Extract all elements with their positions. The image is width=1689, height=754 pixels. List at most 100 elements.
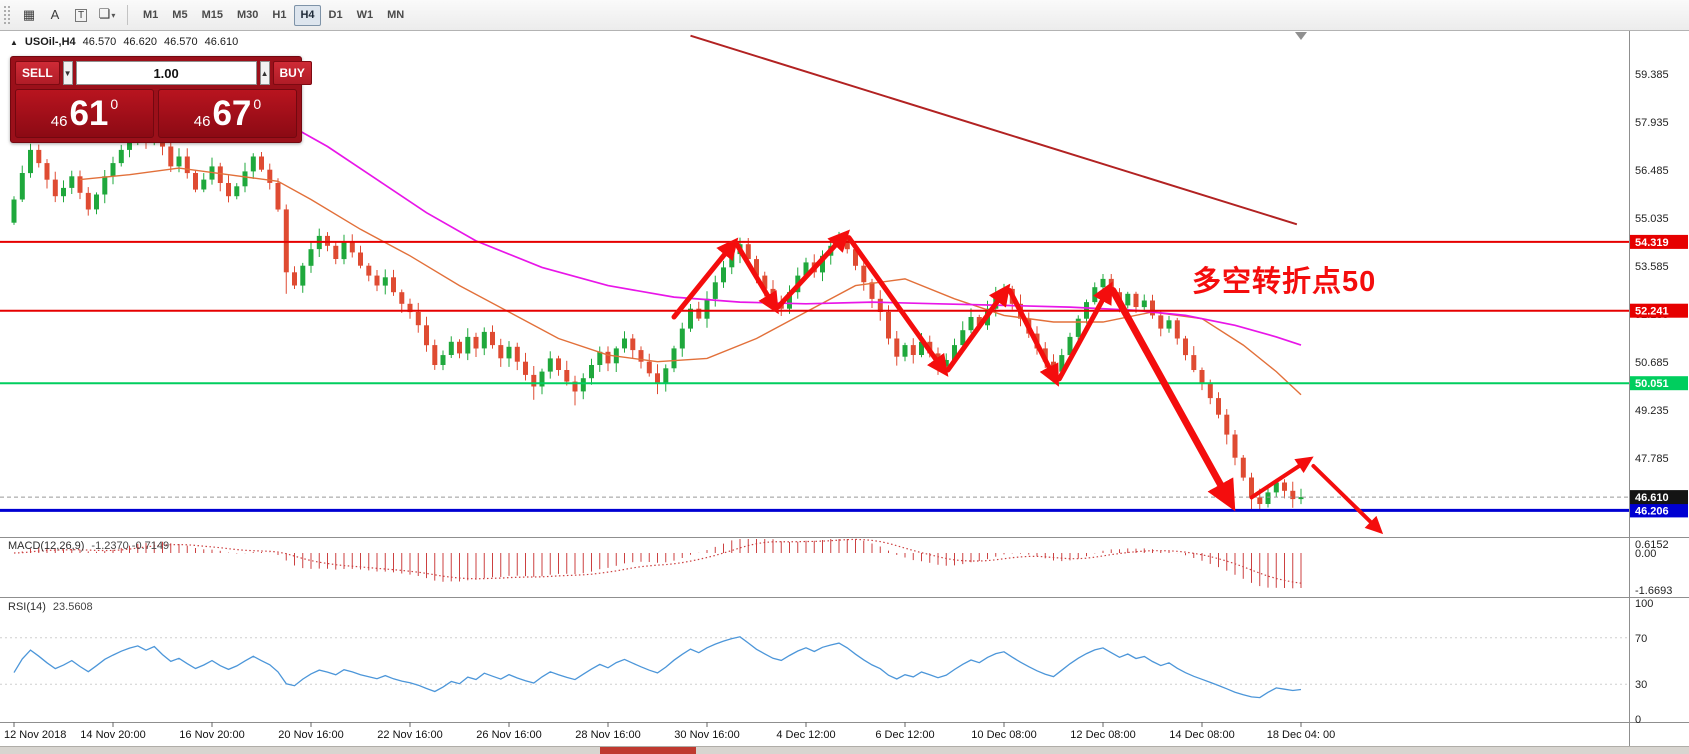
oct-toggle-icon[interactable]: ▲ (10, 37, 18, 47)
ask-price-prefix: 46 (193, 113, 211, 130)
symbol-title: USOil-,H4 (24, 36, 76, 48)
ask-price-superscript: 0 (253, 96, 262, 112)
ohlc-open: 46.570 (82, 36, 117, 48)
ohlc-low: 46.570 (163, 36, 198, 48)
bottom-strip (0, 746, 1689, 754)
rsi-indicator-pane (0, 636, 1629, 699)
price-axis[interactable]: 59.38557.93556.48555.03553.58552.13550.6… (1630, 69, 1688, 726)
svg-text:12 Nov 2018: 12 Nov 2018 (4, 729, 66, 741)
bid-price-superscript: 0 (110, 96, 119, 112)
svg-text:52.241: 52.241 (1635, 306, 1669, 318)
one-click-trading-panel: SELL ▼ ▲ BUY 46 61 0 46 67 0 (10, 56, 312, 143)
svg-text:47.785: 47.785 (1635, 453, 1669, 465)
timeframe-button-m15[interactable]: M15 (196, 5, 229, 26)
svg-text:50.051: 50.051 (1635, 378, 1669, 390)
chevron-down-icon: ▾ (111, 11, 116, 20)
svg-text:14 Nov 20:00: 14 Nov 20:00 (80, 729, 145, 741)
sell-button[interactable]: SELL (15, 61, 60, 85)
svg-text:16 Nov 20:00: 16 Nov 20:00 (179, 729, 244, 741)
svg-text:54.319: 54.319 (1635, 237, 1669, 249)
volume-dropdown-button[interactable]: ▼ (62, 61, 73, 85)
svg-text:100: 100 (1635, 598, 1653, 610)
svg-text:6 Dec 12:00: 6 Dec 12:00 (875, 729, 934, 741)
chart-shift-marker-icon[interactable] (1295, 32, 1307, 40)
symbol-info-bar: ▲ USOil-,H4 46.570 46.620 46.570 46.610 (10, 36, 238, 48)
svg-text:18 Dec 04: 00: 18 Dec 04: 00 (1267, 729, 1336, 741)
svg-text:-1.6693: -1.6693 (1635, 585, 1672, 597)
svg-text:14 Dec 08:00: 14 Dec 08:00 (1169, 729, 1234, 741)
pattern-tool-button[interactable]: ▦ (17, 3, 41, 27)
svg-text:0: 0 (1635, 714, 1641, 726)
ohlc-close: 46.610 (204, 36, 239, 48)
ohlc-high: 46.620 (123, 36, 157, 48)
toolbar-separator (127, 5, 128, 25)
rsi-indicator-value: 23.5608 (52, 601, 93, 613)
objects-dropdown-button[interactable]: ❏▾ (95, 3, 119, 27)
timeframe-button-h1[interactable]: H1 (266, 5, 292, 26)
time-axis[interactable]: 12 Nov 2018 14 Nov 20:00 16 Nov 20:00 20 No… (4, 722, 1335, 741)
letter-a-icon: A (50, 7, 60, 22)
volume-input[interactable] (75, 61, 257, 85)
svg-text:12 Dec 08:00: 12 Dec 08:00 (1070, 729, 1135, 741)
svg-text:20 Nov 16:00: 20 Nov 16:00 (278, 729, 343, 741)
timeframe-button-m30[interactable]: M30 (231, 5, 264, 26)
timeframe-button-mn[interactable]: MN (381, 5, 410, 26)
grid-pattern-icon: ▦ (22, 7, 36, 22)
svg-text:55.035: 55.035 (1635, 213, 1669, 225)
svg-text:28 Nov 16:00: 28 Nov 16:00 (575, 729, 640, 741)
candles-layer (11, 117, 1304, 511)
bid-price-big-digits: 61 (69, 94, 109, 133)
text-tool-button[interactable]: T (69, 3, 93, 27)
arrow-tool-button[interactable]: A (43, 3, 67, 27)
svg-text:46.610: 46.610 (1635, 492, 1669, 504)
fast-ma-line (79, 167, 1302, 396)
svg-text:30 Nov 16:00: 30 Nov 16:00 (674, 729, 739, 741)
bottom-red-segment (600, 747, 696, 754)
timeframe-button-h4[interactable]: H4 (294, 4, 321, 26)
chart-annotation-text[interactable]: 多空转折点50 (1192, 266, 1377, 298)
svg-text:53.585: 53.585 (1635, 261, 1669, 273)
svg-text:59.385: 59.385 (1635, 69, 1669, 81)
timeframe-button-group: M1 M5 M15 M30 H1 H4 D1 W1 MN (136, 4, 411, 26)
pane-separators[interactable] (0, 31, 1689, 746)
trend-arrows-layer[interactable] (671, 229, 1384, 535)
bid-price-panel[interactable]: 46 61 0 (15, 89, 154, 138)
svg-text:0.00: 0.00 (1635, 548, 1656, 560)
timeframe-button-w1[interactable]: W1 (351, 5, 380, 26)
ask-price-big-digits: 67 (212, 94, 252, 133)
svg-text:30: 30 (1635, 679, 1647, 691)
svg-text:10 Dec 08:00: 10 Dec 08:00 (971, 729, 1036, 741)
macd-indicator-pane (13, 538, 1302, 589)
svg-text:0.6152: 0.6152 (1635, 539, 1669, 551)
svg-text:56.485: 56.485 (1635, 165, 1669, 177)
text-label-icon: T (74, 9, 88, 22)
moving-averages-layer (79, 122, 1302, 396)
buy-button[interactable]: BUY (272, 61, 312, 85)
rsi-indicator-name: RSI(14) (8, 601, 46, 613)
timeframe-button-m1[interactable]: M1 (137, 5, 164, 26)
layers-icon: ❏ (98, 6, 111, 21)
macd-indicator-values: -1.2370 -0.7149 (91, 540, 170, 552)
ask-price-panel[interactable]: 46 67 0 (158, 89, 297, 138)
toolbar-grip[interactable] (3, 5, 10, 25)
macd-indicator-name: MACD(12,26,9) (8, 540, 85, 552)
horizontal-level-lines[interactable] (0, 240, 1629, 512)
bid-price-prefix: 46 (50, 113, 68, 130)
top-toolbar: ▦ A T ❏▾ M1 M5 M15 M30 H1 H4 D1 W1 MN (0, 0, 1689, 31)
macd-pane-label: MACD(12,26,9) -1.2370 -0.7149 (8, 540, 169, 552)
slow-ma-line (285, 122, 1302, 346)
svg-text:49.235: 49.235 (1635, 405, 1669, 417)
volume-increase-button[interactable]: ▲ (259, 61, 270, 85)
svg-text:22 Nov 16:00: 22 Nov 16:00 (377, 729, 442, 741)
svg-text:57.935: 57.935 (1635, 117, 1669, 129)
svg-text:4 Dec 12:00: 4 Dec 12:00 (776, 729, 835, 741)
svg-text:50.685: 50.685 (1635, 357, 1669, 369)
rsi-line (13, 636, 1302, 699)
timeframe-button-d1[interactable]: D1 (323, 5, 349, 26)
svg-text:26 Nov 16:00: 26 Nov 16:00 (476, 729, 541, 741)
svg-text:70: 70 (1635, 633, 1647, 645)
descending-trendline[interactable] (690, 34, 1298, 226)
rsi-pane-label: RSI(14) 23.5608 (8, 601, 93, 613)
timeframe-button-m5[interactable]: M5 (166, 5, 193, 26)
